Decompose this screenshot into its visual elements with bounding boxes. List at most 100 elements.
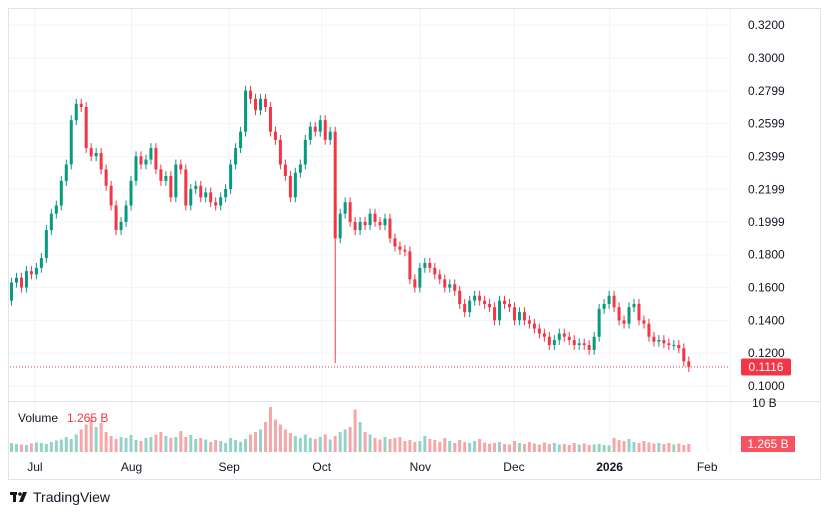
volume-bar [622, 441, 626, 452]
volume-bar [219, 441, 223, 452]
tradingview-logo[interactable]: TradingView [10, 489, 111, 505]
candle [94, 152, 98, 157]
volume-bar [577, 444, 581, 452]
candle [14, 277, 18, 283]
volume-bar [313, 439, 317, 452]
candle [74, 103, 78, 121]
volume-bar [373, 438, 377, 452]
candle [577, 343, 581, 345]
volume-bar [249, 434, 253, 452]
candle [627, 307, 631, 324]
last-price-value: 0.1116 [749, 360, 784, 374]
volume-bar [224, 443, 228, 452]
volume-bar [393, 438, 397, 452]
candle [328, 131, 332, 140]
candle [29, 271, 33, 275]
candle [478, 295, 482, 301]
candle [184, 169, 188, 206]
volume-bar [174, 437, 178, 452]
candle [632, 303, 636, 308]
candle [602, 303, 606, 309]
candle [512, 307, 516, 321]
volume-bar [423, 436, 427, 452]
volume-bar [687, 444, 691, 452]
volume-bar [647, 442, 651, 452]
volume-last-label: 1.265 B [741, 436, 795, 452]
volume-bar [184, 437, 188, 452]
volume-bar [49, 442, 53, 452]
candle [537, 328, 541, 334]
candle [199, 185, 203, 198]
volume-bar [34, 442, 38, 452]
volume-bar [557, 444, 561, 452]
volume-bar [642, 441, 646, 452]
candle [398, 246, 402, 250]
candle [124, 205, 128, 222]
volume-bar [209, 442, 213, 452]
candle [488, 303, 492, 308]
candle [473, 295, 477, 301]
candle [393, 238, 397, 247]
chart-frame [8, 8, 821, 480]
volume-bar [99, 423, 103, 452]
candle [612, 295, 616, 308]
price-tick-label: 0.1999 [748, 215, 785, 229]
candle [358, 221, 362, 231]
candle [79, 103, 83, 108]
volume-bar [333, 436, 337, 452]
volume-bar [358, 422, 362, 452]
time-tick-label: Feb [697, 460, 718, 474]
candle [522, 312, 526, 321]
volume-bar [169, 438, 173, 452]
candle [597, 308, 601, 337]
volume-bar [283, 429, 287, 452]
candle [343, 202, 347, 214]
candle [547, 336, 551, 345]
candle [378, 221, 382, 226]
candle [438, 274, 442, 280]
candle [288, 175, 292, 198]
volume-bar [473, 441, 477, 452]
volume-bar [532, 443, 536, 452]
candle [657, 340, 661, 342]
volume-bar [69, 439, 73, 452]
volume-bar [503, 444, 507, 452]
volume-bar [239, 442, 243, 452]
price-tick-label: 0.2799 [748, 84, 785, 98]
volume-bar [632, 442, 636, 452]
volume-bar [428, 439, 432, 452]
volume-bar [443, 438, 447, 452]
candle [408, 251, 412, 280]
volume-bar [179, 431, 183, 452]
candle [64, 164, 68, 181]
candle [214, 202, 218, 206]
volume-bar [254, 432, 258, 452]
volume-bar [602, 445, 606, 452]
candle [323, 120, 327, 140]
candle [114, 205, 118, 231]
volume-bar [273, 419, 277, 452]
candle [353, 221, 357, 231]
candle [677, 344, 681, 349]
candle [179, 164, 183, 170]
volume-bar [74, 434, 78, 452]
volume-bar [403, 441, 407, 452]
volume-bar [59, 439, 63, 452]
volume-bar [39, 443, 43, 452]
candle [39, 258, 43, 268]
candle [562, 333, 566, 337]
volume-bar [234, 440, 238, 452]
candle [532, 323, 536, 329]
volume-bar [458, 440, 462, 452]
volume-bar [527, 442, 531, 452]
candle [159, 169, 163, 181]
volume-bar [348, 427, 352, 452]
candle [234, 148, 238, 165]
candle [268, 107, 272, 132]
volume-bar [94, 427, 98, 452]
volume-bar [682, 445, 686, 452]
volume-bar [667, 443, 671, 452]
candle [273, 131, 277, 140]
volume-bar [612, 438, 616, 452]
